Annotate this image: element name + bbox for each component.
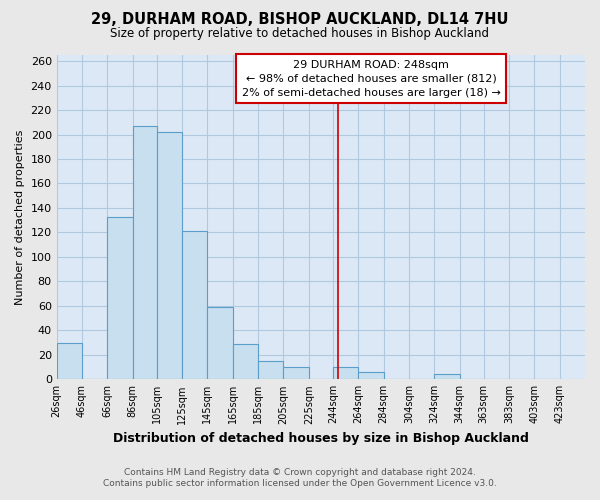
- Bar: [182, 231, 208, 380]
- Bar: [434, 374, 460, 380]
- Bar: [133, 126, 157, 380]
- Bar: [233, 344, 258, 380]
- Text: 29, DURHAM ROAD, BISHOP AUCKLAND, DL14 7HU: 29, DURHAM ROAD, BISHOP AUCKLAND, DL14 7…: [91, 12, 509, 28]
- Y-axis label: Number of detached properties: Number of detached properties: [15, 130, 25, 305]
- Text: 29 DURHAM ROAD: 248sqm
← 98% of detached houses are smaller (812)
2% of semi-det: 29 DURHAM ROAD: 248sqm ← 98% of detached…: [242, 60, 500, 98]
- Bar: [358, 372, 383, 380]
- Bar: [56, 342, 82, 380]
- Bar: [333, 367, 358, 380]
- Bar: [258, 361, 283, 380]
- Text: Contains HM Land Registry data © Crown copyright and database right 2024.
Contai: Contains HM Land Registry data © Crown c…: [103, 468, 497, 487]
- Bar: [283, 367, 309, 380]
- Bar: [208, 307, 233, 380]
- Bar: [157, 132, 182, 380]
- Bar: [107, 216, 133, 380]
- X-axis label: Distribution of detached houses by size in Bishop Auckland: Distribution of detached houses by size …: [113, 432, 529, 445]
- Text: Size of property relative to detached houses in Bishop Auckland: Size of property relative to detached ho…: [110, 28, 490, 40]
